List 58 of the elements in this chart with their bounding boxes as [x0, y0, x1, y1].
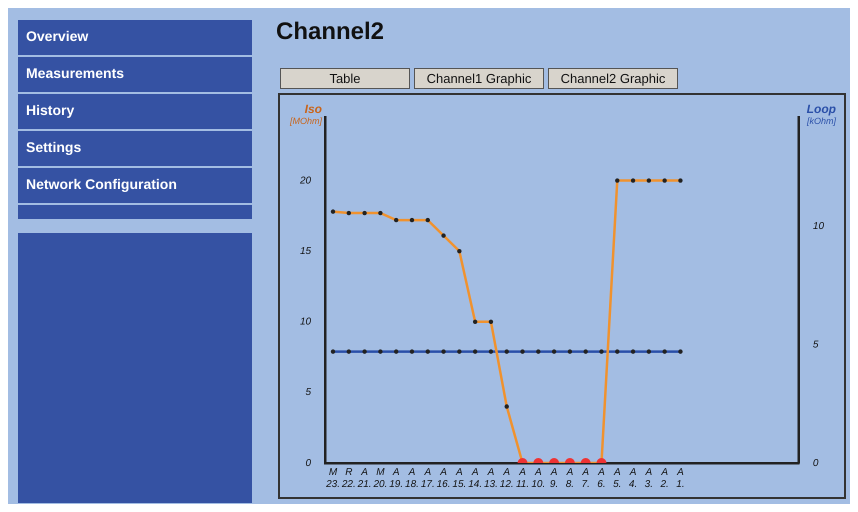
point	[615, 178, 620, 183]
x-tick-label: A 9.	[550, 466, 558, 490]
x-tick-label: A 21.	[356, 466, 372, 490]
point	[488, 320, 494, 324]
point	[426, 218, 430, 222]
x-tick-label: A 1.	[676, 466, 685, 490]
text: Measurements	[18, 57, 252, 92]
y2-tick-label: 10	[812, 220, 824, 232]
x-tick-label: R 22.	[340, 466, 356, 490]
x-tick-label: A 15.	[452, 466, 466, 490]
point	[394, 218, 398, 222]
point	[630, 178, 636, 183]
x-tick-label: A 7.	[581, 466, 590, 490]
point	[362, 210, 367, 216]
x-tick-label: A 14.	[468, 466, 482, 490]
y-tick-label: 5	[306, 387, 312, 398]
y-tick-label: 20	[299, 175, 312, 186]
point	[378, 210, 383, 216]
y-axis-title: Iso [MOhm]	[288, 102, 322, 126]
x-tick-label: A 16.	[436, 466, 451, 490]
x-tick-label: A 6.	[597, 466, 606, 490]
point	[662, 178, 667, 183]
y2-axis-title: Loop [kOhm]	[806, 102, 836, 126]
x-tick-label: A 13.	[484, 466, 498, 490]
text: Table	[280, 68, 410, 89]
x-tick-label: A 3.	[644, 466, 654, 490]
text: Network Configuration	[18, 168, 252, 203]
point	[472, 320, 478, 324]
text: Overview	[18, 20, 252, 55]
point	[410, 218, 414, 222]
point	[441, 233, 446, 238]
x-tick-label: A 11.	[516, 466, 530, 490]
x-tick-label: A 18.	[405, 466, 419, 490]
text: Settings	[18, 131, 252, 166]
x-tick-label: A 5.	[612, 466, 622, 490]
y2-tick-label: 0	[812, 458, 819, 469]
point	[330, 209, 336, 214]
x-tick-label: A 12.	[500, 466, 514, 490]
y-tick-label: 0	[306, 458, 312, 469]
chart-title: Channel2	[276, 18, 384, 46]
point	[457, 248, 462, 254]
text: Channel2 Graphic	[548, 68, 678, 89]
x-tick-label: A 19.	[389, 466, 404, 490]
y-tick-label: 15	[300, 246, 312, 257]
point	[678, 178, 683, 183]
point	[346, 210, 352, 216]
point	[646, 178, 652, 183]
x-tick-label: A 2.	[659, 466, 669, 490]
x-tick-label: A 8.	[566, 466, 574, 490]
y2-tick-label: 5	[812, 339, 819, 350]
text: Channel1 Graphic	[414, 68, 544, 89]
x-tick-label: A 4.	[628, 466, 638, 490]
text: History	[18, 94, 252, 129]
x-tick-label: M 20.	[372, 466, 388, 490]
x-tick-label: M 23.	[325, 466, 340, 490]
y-tick-label: 10	[300, 316, 312, 328]
x-tick-label: A 17.	[420, 466, 435, 490]
x-tick-label: A 10.	[531, 466, 546, 490]
